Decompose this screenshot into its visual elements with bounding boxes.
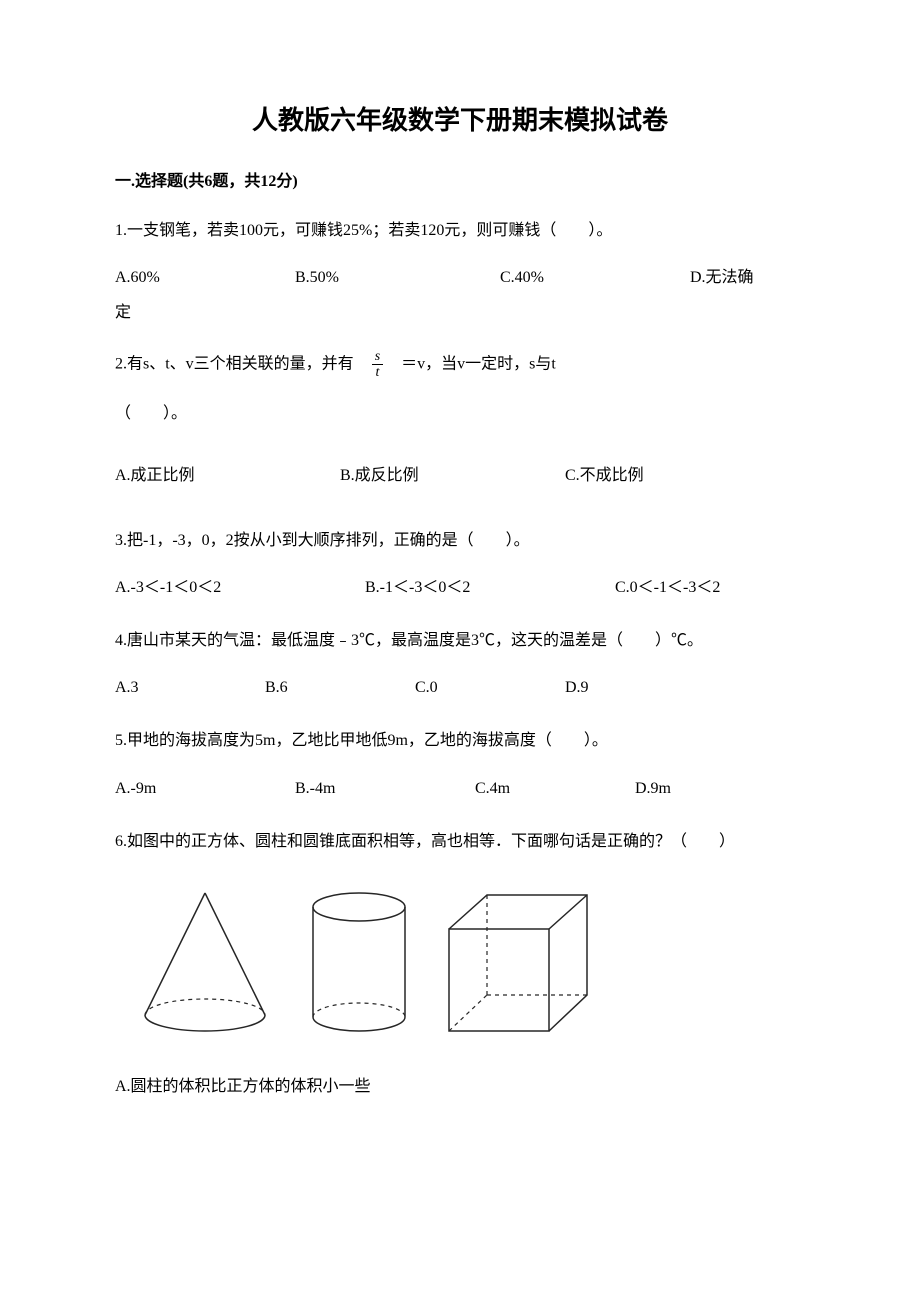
- q2-blank: （ ）。: [115, 396, 805, 431]
- question-1: 1.一支钢笔，若卖100元，可赚钱25%；若卖120元，则可赚钱（ ）。 A.6…: [115, 213, 805, 331]
- q1-opt-d-cont: 定: [115, 295, 805, 330]
- q4-opt-c: C.0: [415, 670, 565, 705]
- shapes-figure: [135, 887, 805, 1037]
- q6-text: 6.如图中的正方体、圆柱和圆锥底面积相等，高也相等．下面哪句话是正确的？（ ）: [115, 824, 805, 859]
- q5-opt-a: A.-9m: [115, 771, 295, 806]
- q1-opt-a: A.60%: [115, 260, 295, 295]
- q1-options: A.60% B.50% C.40% D.无法确: [115, 260, 805, 295]
- frac-num: s: [372, 349, 383, 365]
- q5-opt-b: B.-4m: [295, 771, 475, 806]
- q6-opt-a: A.圆柱的体积比正方体的体积小一些: [115, 1069, 805, 1104]
- q4-opt-a: A.3: [115, 670, 265, 705]
- q3-opt-a: A.-3＜-1＜0＜2: [115, 570, 365, 605]
- q5-opt-d: D.9m: [635, 771, 805, 806]
- q5-opt-c: C.4m: [475, 771, 635, 806]
- section-header: 一.选择题(共6题，共12分): [115, 167, 805, 191]
- q3-options: A.-3＜-1＜0＜2 B.-1＜-3＜0＜2 C.0＜-1＜-3＜2: [115, 570, 805, 605]
- page-title: 人教版六年级数学下册期末模拟试卷: [115, 100, 805, 137]
- cylinder-icon: [305, 887, 413, 1037]
- q2-post: ＝v，当v一定时，s与t: [401, 355, 556, 372]
- cube-icon: [443, 889, 593, 1037]
- question-6: 6.如图中的正方体、圆柱和圆锥底面积相等，高也相等．下面哪句话是正确的？（ ） …: [115, 824, 805, 1104]
- q2-opt-b: B.成反比例: [340, 458, 565, 493]
- q3-text: 3.把-1，-3，0，2按从小到大顺序排列，正确的是（ ）。: [115, 523, 805, 558]
- q4-text: 4.唐山市某天的气温：最低温度﹣3℃，最高温度是3℃，这天的温差是（ ）℃。: [115, 623, 805, 658]
- question-3: 3.把-1，-3，0，2按从小到大顺序排列，正确的是（ ）。 A.-3＜-1＜0…: [115, 523, 805, 605]
- q2-text: 2.有s、t、v三个相关联的量，并有 s t ＝v，当v一定时，s与t: [115, 349, 805, 381]
- q1-opt-d: D.无法确: [690, 260, 805, 295]
- question-4: 4.唐山市某天的气温：最低温度﹣3℃，最高温度是3℃，这天的温差是（ ）℃。 A…: [115, 623, 805, 705]
- q1-text: 1.一支钢笔，若卖100元，可赚钱25%；若卖120元，则可赚钱（ ）。: [115, 213, 805, 248]
- question-2: 2.有s、t、v三个相关联的量，并有 s t ＝v，当v一定时，s与t （ ）。…: [115, 349, 805, 493]
- q1-opt-b: B.50%: [295, 260, 500, 295]
- q4-options: A.3 B.6 C.0 D.9: [115, 670, 805, 705]
- q4-opt-b: B.6: [265, 670, 415, 705]
- q1-opt-c: C.40%: [500, 260, 690, 295]
- q2-options: A.成正比例 B.成反比例 C.不成比例: [115, 458, 805, 493]
- q2-pre: 2.有s、t、v三个相关联的量，并有: [115, 355, 354, 372]
- q5-options: A.-9m B.-4m C.4m D.9m: [115, 771, 805, 806]
- question-5: 5.甲地的海拔高度为5m，乙地比甲地低9m，乙地的海拔高度（ ）。 A.-9m …: [115, 723, 805, 805]
- q4-opt-d: D.9: [565, 670, 805, 705]
- q2-opt-c: C.不成比例: [565, 458, 805, 493]
- q3-opt-b: B.-1＜-3＜0＜2: [365, 570, 615, 605]
- q3-opt-c: C.0＜-1＜-3＜2: [615, 570, 805, 605]
- fraction-icon: s t: [372, 349, 383, 381]
- q2-opt-a: A.成正比例: [115, 458, 340, 493]
- cone-icon: [135, 887, 275, 1037]
- frac-den: t: [372, 365, 383, 380]
- q5-text: 5.甲地的海拔高度为5m，乙地比甲地低9m，乙地的海拔高度（ ）。: [115, 723, 805, 758]
